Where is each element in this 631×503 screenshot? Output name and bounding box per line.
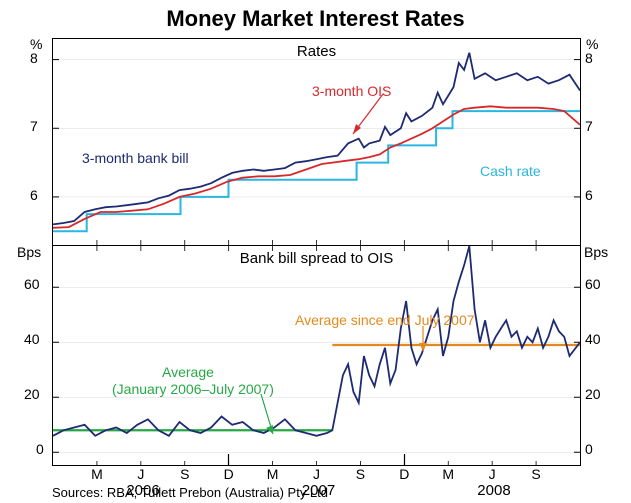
panel-rates: Rates [53,39,580,245]
series-label: 3-month OIS [312,83,391,99]
panel1-svg [53,39,580,245]
ytick-right: 40 [585,331,601,347]
ytick-right: 20 [585,386,601,402]
panel2-unit-left: Bps [17,244,41,260]
ytick-right: 7 [585,118,593,134]
panel2-unit-right: Bps [584,244,608,260]
ytick-left: 8 [30,50,38,66]
chart-container: Money Market Interest Rates % % Rates Ba… [0,0,631,503]
ytick-left: 60 [24,276,40,292]
avg-label: Average [162,364,214,380]
chart-title: Money Market Interest Rates [0,0,631,32]
x-tick: J [310,466,324,482]
x-tick: S [529,466,543,482]
avg-label: (January 2006–July 2007) [112,381,274,397]
ytick-right: 6 [585,187,593,203]
x-tick: D [222,466,236,482]
plot-area: Rates Bank bill spread to OIS [52,38,581,466]
ytick-left: 20 [24,386,40,402]
x-tick: S [353,466,367,482]
ytick-left: 40 [24,331,40,347]
ytick-right: 0 [585,441,593,457]
x-tick: J [485,466,499,482]
panel2-svg [53,246,580,466]
x-tick: J [134,466,148,482]
x-tick: S [178,466,192,482]
ytick-right: 8 [585,50,593,66]
panel-spread: Bank bill spread to OIS [53,245,580,466]
series-label: Cash rate [480,163,541,179]
x-tick: M [90,466,104,482]
ytick-left: 6 [30,187,38,203]
ytick-left: 0 [36,441,44,457]
x-tick: M [266,466,280,482]
x-tick: M [441,466,455,482]
series-label: 3-month bank bill [82,150,189,166]
year-label: 2008 [469,482,519,499]
source-text: Sources: RBA; Tullett Prebon (Australia)… [52,485,328,500]
ytick-left: 7 [30,118,38,134]
x-tick: D [397,466,411,482]
ytick-right: 60 [585,276,601,292]
avg-label: Average since end July 2007 [295,312,475,328]
